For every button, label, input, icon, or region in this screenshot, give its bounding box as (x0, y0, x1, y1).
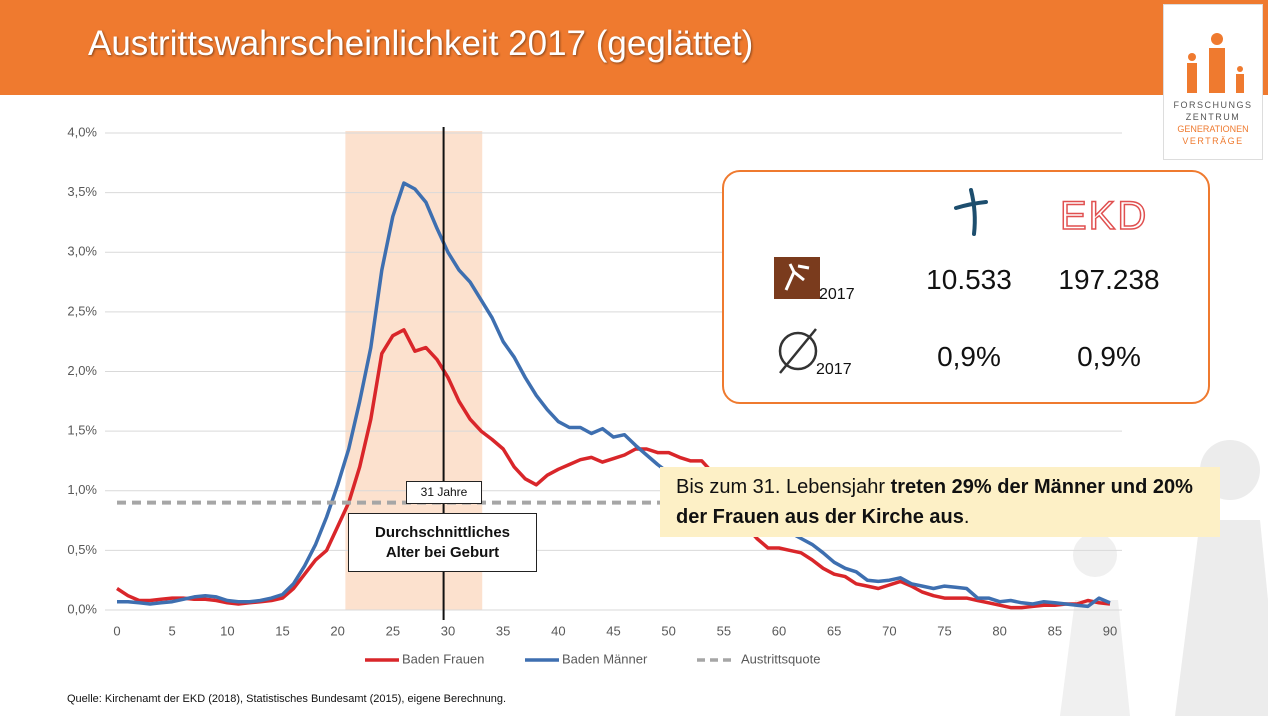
legend-label: Baden Männer (562, 651, 648, 666)
x-tick-label: 40 (551, 623, 565, 638)
annotation: 31 Jahre (406, 481, 482, 504)
x-tick-label: 60 (772, 623, 786, 638)
y-tick-label: 2,5% (67, 303, 97, 318)
y-tick-label: 0,5% (67, 542, 97, 557)
y-tick-label: 1,0% (67, 482, 97, 497)
value: 197.238 (1034, 264, 1184, 296)
x-tick-label: 70 (882, 623, 896, 638)
legend-label: Austrittsquote (741, 651, 821, 666)
x-tick-label: 5 (169, 623, 176, 638)
info-box: EKD 2017 10.533 197.238 2017 0,9% 0,9% (722, 170, 1210, 404)
source: Quelle: Kirchenamt der EKD (2018), Stati… (67, 693, 506, 705)
y-tick-label: 1,5% (67, 423, 97, 438)
x-tick-label: 20 (330, 623, 344, 638)
y-tick-label: 3,5% (67, 184, 97, 199)
y-tick-label: 3,0% (67, 244, 97, 259)
x-tick-label: 0 (113, 623, 120, 638)
annotation-box: Durchschnittliches Alter bei Geburt (348, 513, 537, 572)
annotation: Alter bei Geburt (349, 543, 536, 563)
x-tick-label: 80 (992, 623, 1006, 638)
slide: Austrittswahrscheinlichkeit 2017 (geglät… (0, 0, 1268, 716)
x-tick-label: 55 (717, 623, 731, 638)
value: 0,9% (1034, 341, 1184, 373)
x-tick-label: 50 (661, 623, 675, 638)
annotation: Durchschnittliches (349, 523, 536, 543)
x-tick-label: 85 (1048, 623, 1062, 638)
value: 10.533 (894, 264, 1044, 296)
callout-text: Bis zum 31. Lebensjahr (676, 476, 891, 498)
y-tick-label: 4,0% (67, 124, 97, 139)
subscript: 2017 (816, 361, 852, 379)
x-tick-label: 90 (1103, 623, 1117, 638)
legend-label: Baden Frauen (402, 651, 484, 666)
x-tick-label: 75 (937, 623, 951, 638)
y-tick-label: 0,0% (67, 601, 97, 616)
x-tick-label: 35 (496, 623, 510, 638)
x-tick-label: 15 (275, 623, 289, 638)
callout: Bis zum 31. Lebensjahr treten 29% der Mä… (660, 467, 1220, 537)
x-tick-label: 10 (220, 623, 234, 638)
x-tick-label: 25 (386, 623, 400, 638)
x-tick-label: 65 (827, 623, 841, 638)
x-tick-label: 45 (606, 623, 620, 638)
subscript: 2017 (819, 286, 855, 304)
x-tick-label: 30 (441, 623, 455, 638)
callout-text: . (964, 506, 970, 528)
y-tick-label: 2,0% (67, 363, 97, 378)
value: 0,9% (894, 341, 1044, 373)
ekd-logo: EKD (1060, 194, 1148, 239)
